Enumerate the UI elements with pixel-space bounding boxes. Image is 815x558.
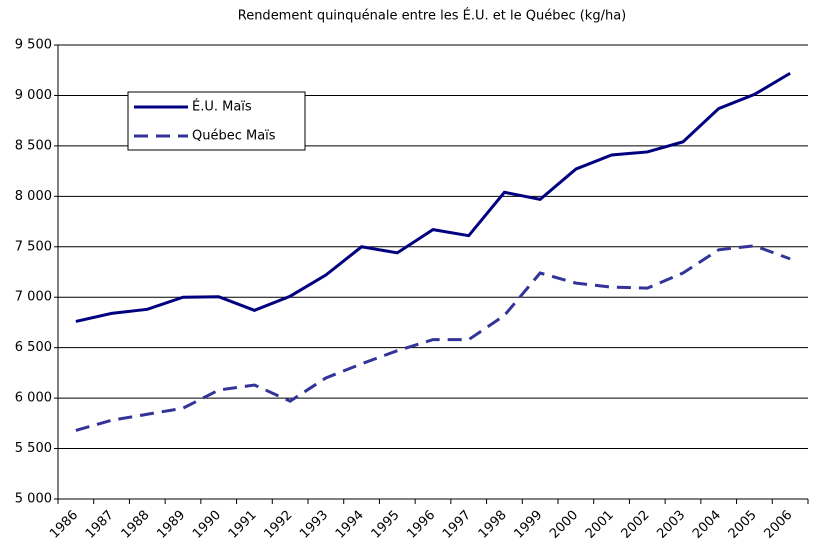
- x-tick-label: 1993: [297, 508, 331, 542]
- x-tick-label: 1988: [119, 508, 153, 542]
- x-tick-label: 2004: [690, 508, 724, 542]
- chart-title: Rendement quinquénale entre les É.U. et …: [238, 8, 627, 24]
- x-tick-label: 1986: [47, 508, 81, 542]
- y-tick-label: 5 000: [15, 492, 52, 507]
- y-tick-label: 6 000: [15, 391, 52, 406]
- legend-box: [127, 91, 306, 151]
- y-tick-label: 5 500: [15, 441, 52, 456]
- x-tick-label: 1991: [226, 508, 260, 542]
- x-tick-label: 2003: [654, 508, 688, 542]
- series-line: [75, 244, 791, 432]
- y-tick-label: 9 000: [15, 88, 52, 103]
- legend-label: É.U. Maïs: [192, 99, 252, 115]
- x-tick-label: 2006: [761, 508, 795, 542]
- x-tick-label: 1994: [333, 508, 367, 542]
- x-tick-label: 1987: [83, 508, 117, 542]
- x-tick-label: 1990: [190, 508, 224, 542]
- legend-label: Québec Maïs: [192, 129, 276, 144]
- x-tick-label: 1992: [261, 508, 295, 542]
- x-tick-label: 1999: [511, 508, 545, 542]
- series-line: [75, 71, 791, 323]
- y-tick-label: 8 500: [15, 138, 52, 153]
- y-tick-label: 8 000: [15, 189, 52, 204]
- x-tick-label: 1995: [369, 508, 403, 542]
- x-tick-label: 1997: [440, 508, 474, 542]
- x-tick-label: 1989: [154, 508, 188, 542]
- x-tick-label: 2000: [547, 508, 581, 542]
- y-tick-label: 7 000: [15, 290, 52, 305]
- x-tick-label: 1998: [476, 508, 510, 542]
- y-tick-label: 9 500: [15, 38, 52, 53]
- legend: É.U. Maïs Québec Maïs: [127, 91, 306, 151]
- x-tick-label: 2002: [619, 508, 653, 542]
- y-tick-label: 7 500: [15, 239, 52, 254]
- y-tick-label: 6 500: [15, 340, 52, 355]
- x-tick-label: 2001: [583, 508, 617, 542]
- x-tick-label: 2005: [726, 508, 760, 542]
- x-tick-label: 1996: [404, 508, 438, 542]
